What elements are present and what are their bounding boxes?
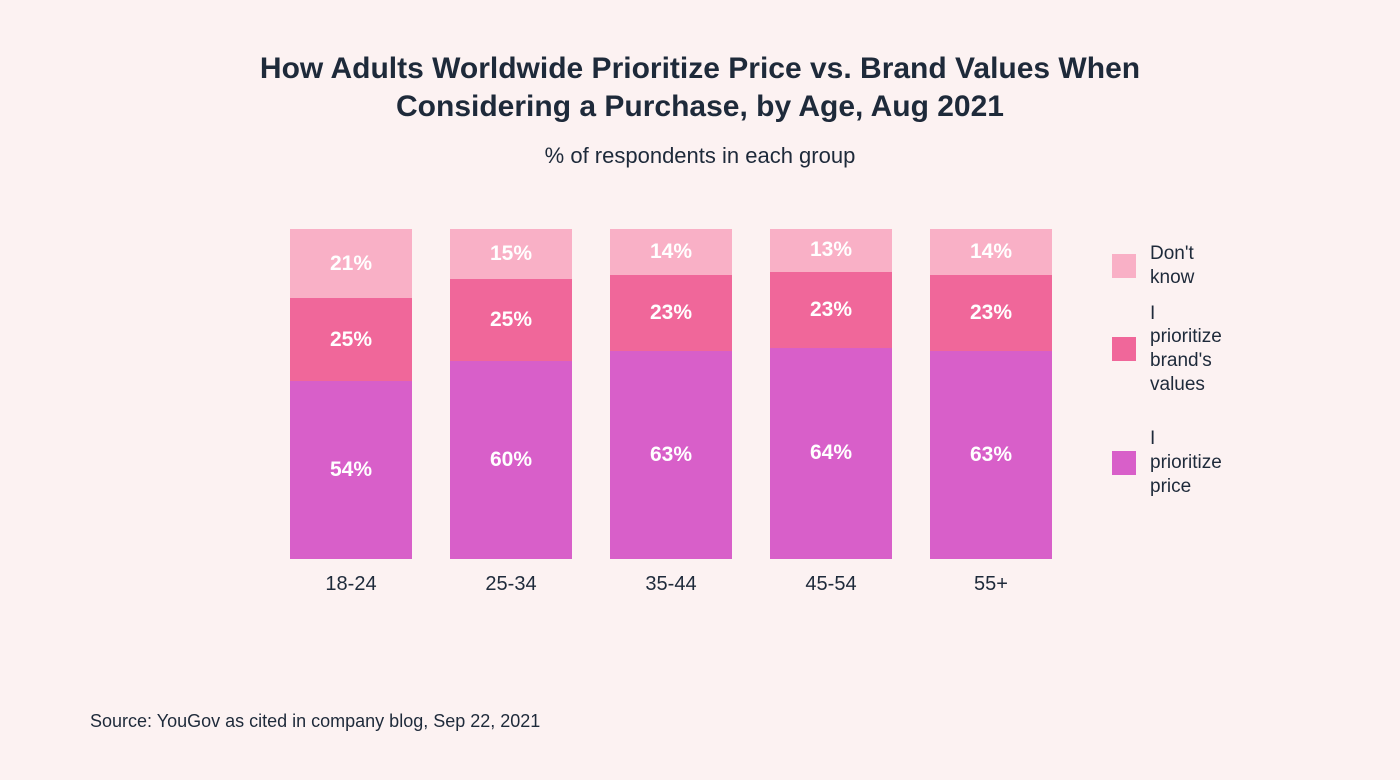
bar-category-label: 55+ [974,573,1008,596]
bar-column: 15%25%60% 25-34 [450,229,572,596]
bar-segment-dont-know: 14% [930,229,1052,275]
bar-segment-price: 63% [930,351,1052,559]
chart-title: How Adults Worldwide Prioritize Price vs… [200,50,1200,125]
bar-segment-dont-know: 14% [610,229,732,275]
chart-subtitle: % of respondents in each group [90,143,1310,169]
bar-segment-price: 54% [290,381,412,559]
bar-segment-brand-values: 23% [770,272,892,348]
stacked-bar: 14%23%63% [610,229,732,559]
bar-category-label: 35-44 [645,573,696,596]
bar-segment-price: 64% [770,348,892,559]
chart-body: 21%25%54%18-2415%25%60%25-3414%23%63%35-… [90,229,1310,596]
bar-category-label: 18-24 [325,573,376,596]
bar-segment-price: 60% [450,361,572,559]
legend-swatch [1112,451,1136,475]
bar-segment-dont-know: 21% [290,229,412,298]
legend-label: Don't know [1150,242,1194,290]
legend-swatch [1112,337,1136,361]
legend-swatch [1112,254,1136,278]
bar-segment-brand-values: 23% [610,275,732,351]
bar-segment-brand-values: 23% [930,275,1052,351]
stacked-bar: 14%23%63% [930,229,1052,559]
bar-column: 21%25%54% 18-24 [290,229,412,596]
source-text: Source: YouGov as cited in company blog,… [90,711,540,732]
legend-item: Don't know [1112,242,1194,290]
stacked-bar: 15%25%60% [450,229,572,559]
bars-area: 21%25%54%18-2415%25%60%25-3414%23%63%35-… [290,229,1052,596]
chart-canvas: How Adults Worldwide Prioritize Price vs… [0,0,1400,780]
bar-segment-dont-know: 15% [450,229,572,279]
bar-column: 14%23%63% 35-44 [610,229,732,596]
bar-segment-price: 63% [610,351,732,559]
bar-category-label: 25-34 [485,573,536,596]
bar-column: 14%23%63% 55+ [930,229,1052,596]
stacked-bar: 13%23%64% [770,229,892,559]
legend-item: I prioritize price [1112,427,1222,498]
legend-label: I prioritize price [1150,427,1222,498]
bar-category-label: 45-54 [805,573,856,596]
bar-segment-dont-know: 13% [770,229,892,272]
legend-label: I prioritize brand's values [1150,302,1222,397]
stacked-bar: 21%25%54% [290,229,412,559]
bar-segment-brand-values: 25% [450,279,572,362]
bar-segment-brand-values: 25% [290,298,412,381]
legend-item: I prioritize brand's values [1112,302,1222,397]
bar-column: 13%23%64% 45-54 [770,229,892,596]
